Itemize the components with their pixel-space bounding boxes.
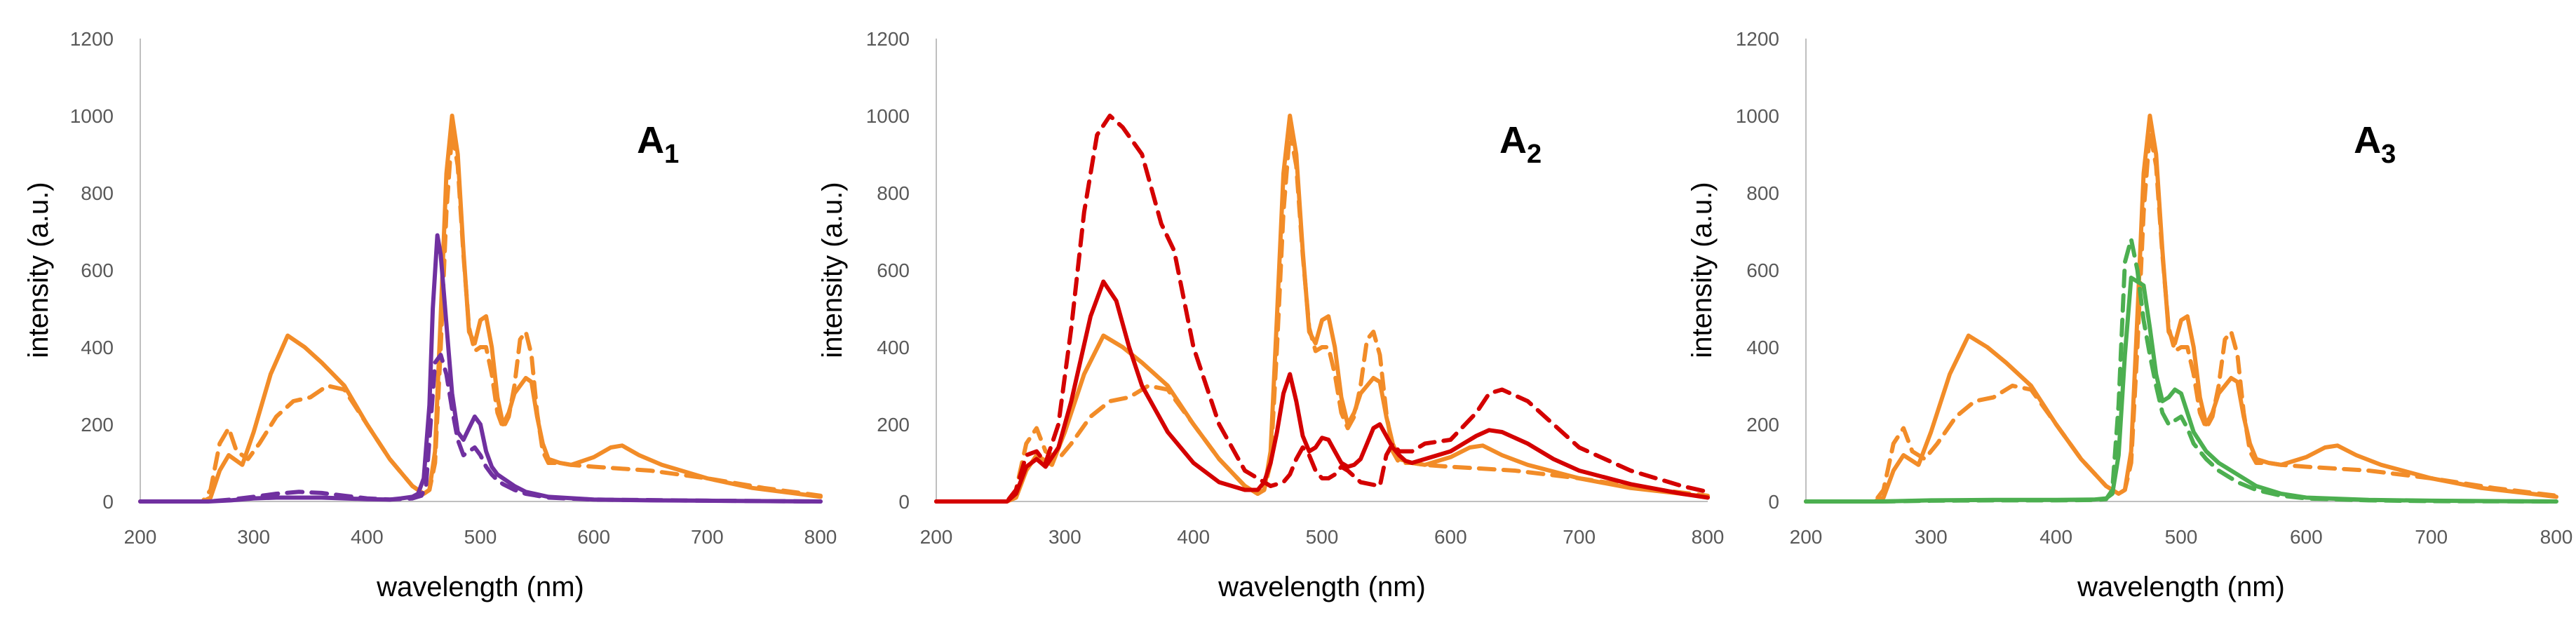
x-tick-label: 500 [1306,526,1339,548]
y-tick-label: 1000 [70,105,114,127]
x-tick-label: 400 [351,526,384,548]
x-tick-label: 300 [1048,526,1081,548]
y-tick-label: 0 [102,491,114,513]
series-line-red-solid [934,279,1710,504]
series-line-green-dashed [1804,237,2558,504]
x-tick-label: 200 [1790,526,1823,548]
chart-panel-2: 0 200 400 600 800 1000 1200 200 300 400 500 600 700 8… [817,28,1724,602]
x-tick-label: 800 [1692,526,1725,548]
x-tick-label: 500 [464,526,497,548]
y-tick-label: 600 [81,260,114,281]
panel-label: A2 [1499,119,1542,169]
x-axis-title: wavelength (nm) [2077,572,2285,602]
y-tick-label: 400 [81,337,114,358]
y-tick-label: 800 [81,182,114,204]
x-tick-label: 300 [1915,526,1948,548]
x-tick-label: 700 [691,526,724,548]
x-tick-label: 200 [124,526,157,548]
y-tick-label: 200 [81,414,114,436]
series-line-purple-solid [138,233,823,504]
y-tick-label: 600 [877,260,910,281]
x-tick-label: 500 [2165,526,2198,548]
y-tick-label: 1200 [866,28,910,50]
y-tick-label: 400 [1746,337,1779,358]
x-tick-label: 800 [2540,526,2573,548]
series-line-purple-dashed [138,353,823,504]
y-tick-label: 200 [1746,414,1779,436]
series-line-orange-solid [1804,114,2558,504]
x-tick-label: 400 [2039,526,2072,548]
y-tick-label: 800 [877,182,910,204]
panel-label-subscript: 2 [1527,140,1542,169]
panel-label: A3 [2354,119,2396,169]
y-tick-label: 200 [877,414,910,436]
x-tick-label: 200 [920,526,953,548]
panel-label-subscript: 3 [2381,140,2396,169]
series-line-orange-dashed [1804,129,2558,504]
series-line-orange-solid [138,114,823,504]
panel-label-letter: A [637,119,664,161]
y-tick-label: 0 [1768,491,1779,513]
y-tick-label: 800 [1746,182,1779,204]
chart-panel-3: 0 200 400 600 800 1000 1200 200 300 400 500 600 700 8… [1687,28,2572,602]
x-tick-label: 600 [577,526,610,548]
panel-label-letter: A [2354,119,2381,161]
panel-label-letter: A [1499,119,1527,161]
y-tick-label: 1200 [70,28,114,50]
y-tick-label: 1000 [1736,105,1779,127]
x-axis-title: wavelength (nm) [1218,572,1426,602]
x-tick-label: 600 [1434,526,1467,548]
x-tick-label: 700 [1563,526,1596,548]
y-axis-title: intensity (a.u.) [817,182,848,358]
chart-panel-1: 0 200 400 600 800 1000 1200 200 300 400 500 600 700 8… [23,28,837,602]
x-tick-label: 400 [1177,526,1210,548]
panel-label-subscript: 1 [664,140,679,169]
series-line-green-solid [1804,276,2558,504]
x-axis-title: wavelength (nm) [376,572,584,602]
x-tick-label: 800 [804,526,837,548]
y-tick-label: 400 [877,337,910,358]
x-tick-label: 300 [237,526,270,548]
series-line-orange-solid [934,114,1710,504]
panel-label: A1 [637,119,679,169]
y-tick-label: 600 [1746,260,1779,281]
x-tick-label: 600 [2290,526,2323,548]
x-tick-label: 700 [2415,526,2448,548]
y-tick-label: 1200 [1736,28,1779,50]
y-tick-label: 0 [898,491,910,513]
y-axis-title: intensity (a.u.) [1687,182,1718,358]
y-axis-title: intensity (a.u.) [23,182,54,358]
y-tick-label: 1000 [866,105,910,127]
series-line-orange-dashed [934,129,1710,504]
series-line-orange-dashed [138,129,823,504]
series-line-red-dashed [934,114,1710,504]
